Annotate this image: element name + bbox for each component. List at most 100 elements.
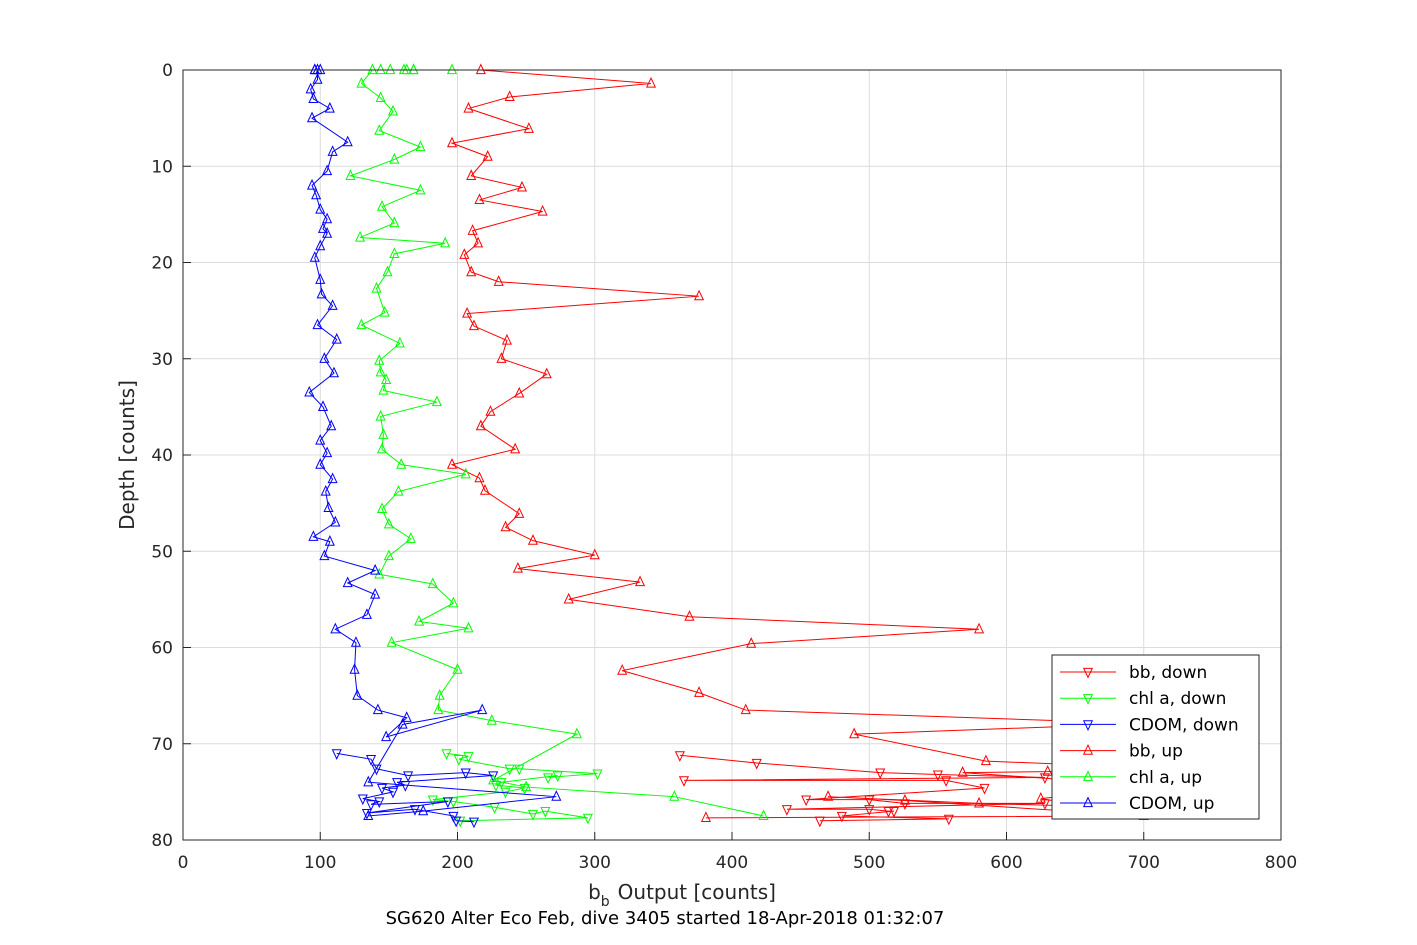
legend-label: CDOM, down: [1129, 715, 1239, 735]
data-point: [319, 549, 330, 561]
x-tick-label: 800: [1265, 853, 1297, 873]
data-point: [357, 794, 368, 806]
data-point: [363, 775, 374, 787]
legend: bb, down chl a, down CDOM, down bb, up chl a…: [1051, 654, 1260, 820]
data-point: [375, 63, 386, 75]
data-point: [514, 386, 525, 398]
y-tick-label: 20: [151, 254, 173, 274]
data-point: [460, 768, 471, 780]
series-line: [450, 69, 1144, 819]
y-tick-label: 80: [151, 831, 173, 851]
data-point: [512, 562, 523, 573]
data-point: [463, 621, 474, 633]
data-point: [431, 395, 442, 407]
data-point: [415, 140, 426, 152]
data-point: [393, 485, 404, 496]
data-point: [315, 433, 326, 445]
data-point: [592, 769, 603, 781]
data-point: [459, 248, 470, 259]
x-tick-label: 0: [178, 853, 189, 873]
data-point: [440, 236, 451, 248]
data-point: [475, 419, 486, 431]
data-point: [475, 63, 486, 75]
data-point: [448, 596, 459, 608]
data-point: [521, 780, 532, 792]
data-point: [979, 783, 990, 795]
data-point: [441, 749, 452, 760]
data-point: [376, 502, 388, 513]
data-point: [527, 534, 539, 545]
data-point: [460, 467, 471, 479]
data-point: [345, 169, 356, 180]
data-point: [374, 124, 385, 135]
data-point: [543, 773, 554, 785]
data-point: [370, 563, 381, 575]
legend-item: CDOM, down: [1060, 715, 1239, 735]
data-point: [342, 135, 353, 147]
data-point: [374, 797, 385, 809]
data-point: [306, 111, 318, 123]
data-point: [312, 73, 323, 84]
y-tick-label: 70: [151, 735, 173, 755]
data-point: [394, 336, 405, 348]
data-point: [400, 781, 411, 792]
legend-item: chl a, up: [1060, 768, 1202, 788]
data-point: [319, 352, 330, 363]
data-point: [375, 365, 386, 377]
data-point: [372, 703, 383, 715]
data-point: [378, 383, 389, 395]
data-point: [446, 63, 458, 75]
series-chl-a-up: [345, 63, 769, 821]
data-point: [485, 405, 496, 416]
data-point: [382, 265, 393, 277]
data-point: [740, 703, 751, 715]
legend-item: bb, down: [1060, 663, 1207, 683]
data-point: [617, 664, 628, 675]
x-tick-label: 500: [853, 853, 885, 873]
data-point: [389, 216, 400, 228]
data-point: [468, 817, 480, 829]
data-point: [315, 273, 326, 284]
data-point: [634, 575, 646, 587]
data-point: [973, 796, 985, 808]
series-cdom-down: [331, 749, 499, 829]
data-point: [385, 63, 396, 75]
data-point: [888, 807, 900, 818]
data-point: [446, 458, 458, 469]
legend-label: CDOM, up: [1129, 794, 1214, 814]
data-point: [389, 152, 400, 164]
data-point: [356, 318, 367, 330]
series-line: [432, 752, 598, 822]
data-point: [700, 811, 711, 822]
data-point: [446, 136, 458, 148]
data-point: [387, 104, 399, 116]
legend-item: CDOM, up: [1060, 794, 1214, 814]
data-point: [330, 622, 341, 634]
data-point: [378, 428, 389, 439]
data-point: [312, 318, 323, 330]
data-point: [551, 790, 562, 801]
data-point: [427, 795, 438, 807]
data-point: [383, 549, 394, 561]
data-point: [941, 776, 952, 787]
data-point: [488, 771, 499, 783]
data-point: [322, 164, 333, 176]
data-point: [315, 239, 326, 251]
data-point: [1042, 765, 1053, 776]
data-point: [326, 419, 337, 431]
data-point: [514, 507, 525, 518]
data-point: [389, 247, 400, 258]
legend-marker-swatch: [1082, 694, 1094, 705]
data-point: [387, 787, 399, 799]
data-point: [434, 689, 445, 700]
data-point: [403, 771, 414, 783]
x-axis-label-symbol: b: [588, 880, 601, 904]
data-point: [463, 101, 474, 113]
data-point: [875, 768, 886, 780]
data-point: [371, 764, 382, 776]
data-point: [467, 224, 478, 235]
data-point: [466, 265, 477, 277]
data-point: [317, 222, 329, 233]
data-point: [932, 770, 943, 782]
